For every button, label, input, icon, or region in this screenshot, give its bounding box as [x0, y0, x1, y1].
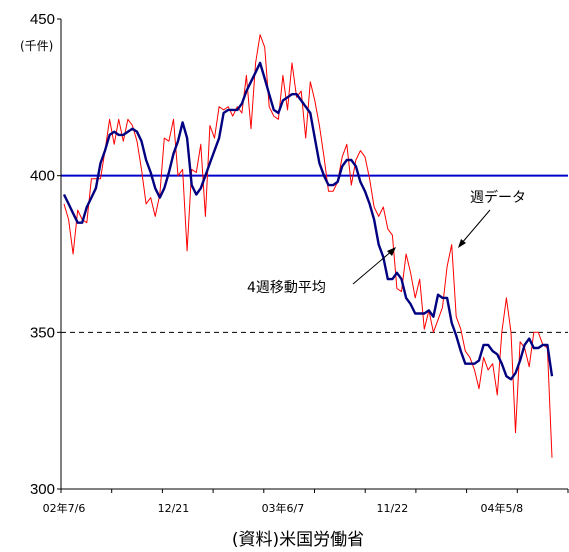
annotation-ma4-arrow [352, 249, 394, 285]
x-tick-label: 02年7/6 [43, 501, 86, 515]
x-tick-label: 12/21 [158, 502, 190, 515]
annotation-ma4-label: 4週移動平均 [247, 280, 326, 296]
y-axis-ticks: 300 350 400 450 [30, 11, 61, 498]
x-tick-label: 04年5/8 [480, 501, 523, 515]
series-layer [62, 34, 554, 458]
y-tick-label-300: 300 [30, 481, 55, 498]
x-axis-ticks: 02年7/6 12/21 03年6/7 11/22 04年5/8 [43, 489, 569, 515]
annotation-ma4-arrowhead [387, 247, 396, 256]
y-tick-label-450: 450 [30, 11, 55, 28]
source-label: (資料)米国労働省 [232, 530, 364, 550]
unit-label: (千件) [20, 39, 53, 53]
y-tick-label-400: 400 [30, 168, 55, 185]
x-tick-label: 11/22 [377, 502, 409, 515]
annotation-weekly-arrow [460, 209, 491, 245]
y-tick-label-350: 350 [30, 324, 55, 341]
plot-area [61, 19, 568, 489]
series-line-ma4 [62, 61, 554, 381]
annotation-weekly-arrowhead [458, 239, 466, 248]
annotation-weekly-label: 週データ [470, 189, 526, 206]
reference-lines [61, 174, 568, 333]
x-tick-label: 03年6/7 [262, 501, 305, 515]
